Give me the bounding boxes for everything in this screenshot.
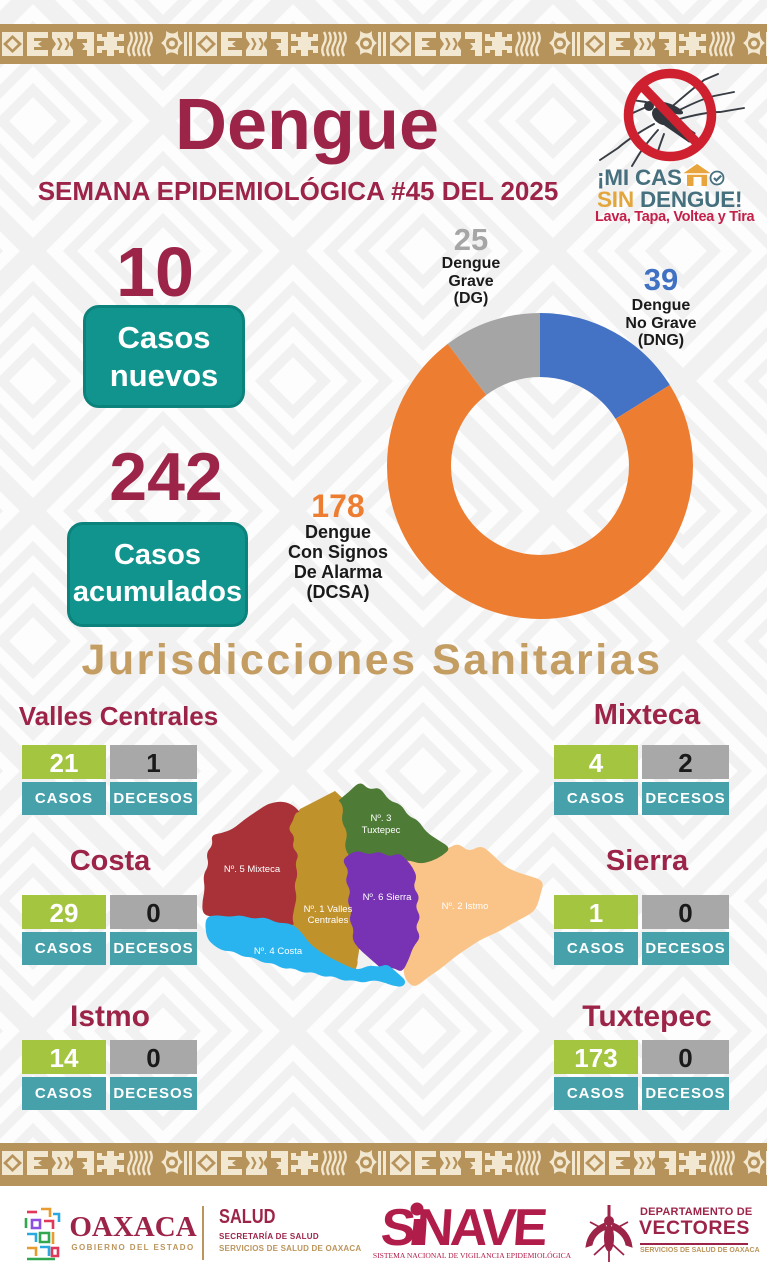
svg-text:Nº. 1 Valles: Nº. 1 Valles xyxy=(304,904,353,915)
svg-text:Nº. 2 Istmo: Nº. 2 Istmo xyxy=(442,901,489,912)
svg-text:Tuxtepec: Tuxtepec xyxy=(362,825,401,836)
svg-text:NAVE: NAVE xyxy=(414,1200,548,1257)
svg-text:Centrales: Centrales xyxy=(308,915,349,926)
svg-text:Nº. 6 Sierra: Nº. 6 Sierra xyxy=(363,892,413,903)
svg-text:Nº. 4 Costa: Nº. 4 Costa xyxy=(254,946,303,957)
svg-text:Nº. 3: Nº. 3 xyxy=(371,813,392,824)
svg-text:SISTEMA NACIONAL DE VIGILANCIA: SISTEMA NACIONAL DE VIGILANCIA EPIDEMIOL… xyxy=(373,1250,572,1260)
svg-text:Nº. 5 Mixteca: Nº. 5 Mixteca xyxy=(224,864,281,875)
